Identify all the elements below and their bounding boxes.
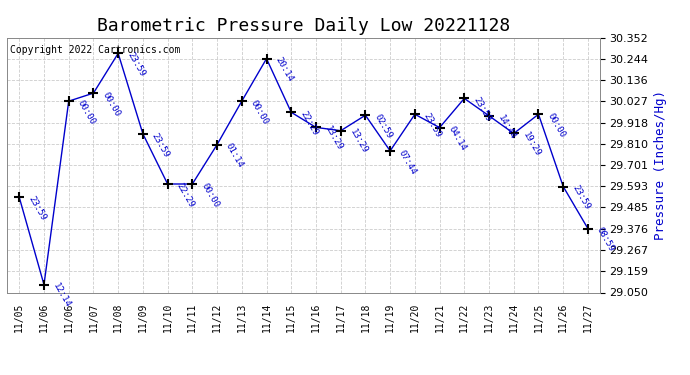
Text: 22:29: 22:29: [298, 110, 319, 137]
Text: 01:14: 01:14: [224, 142, 245, 170]
Text: 23:59: 23:59: [422, 111, 443, 139]
Text: 23:59: 23:59: [471, 96, 493, 123]
Text: 22:29: 22:29: [175, 181, 196, 209]
Text: 00:00: 00:00: [76, 98, 97, 126]
Text: 19:29: 19:29: [521, 131, 542, 159]
Text: 13:29: 13:29: [348, 128, 369, 156]
Text: 00:00: 00:00: [248, 98, 270, 126]
Y-axis label: Pressure (Inches/Hg): Pressure (Inches/Hg): [654, 90, 667, 240]
Text: 13:29: 13:29: [323, 124, 344, 152]
Text: 08:59: 08:59: [595, 226, 616, 254]
Text: 23:59: 23:59: [570, 184, 591, 211]
Text: 12:14: 12:14: [51, 282, 72, 310]
Text: Copyright 2022 Cartronics.com: Copyright 2022 Cartronics.com: [10, 45, 180, 55]
Text: 14:44: 14:44: [496, 113, 518, 141]
Text: 02:59: 02:59: [373, 112, 393, 140]
Text: 23:59: 23:59: [125, 51, 146, 78]
Text: 04:14: 04:14: [446, 125, 468, 153]
Text: 23:59: 23:59: [150, 131, 171, 159]
Text: 00:00: 00:00: [545, 111, 566, 139]
Text: 20:14: 20:14: [273, 56, 295, 84]
Text: 00:00: 00:00: [199, 181, 221, 209]
Text: 00:00: 00:00: [100, 90, 121, 118]
Text: 23:59: 23:59: [26, 195, 48, 222]
Text: 07:44: 07:44: [397, 148, 418, 176]
Title: Barometric Pressure Daily Low 20221128: Barometric Pressure Daily Low 20221128: [97, 16, 510, 34]
